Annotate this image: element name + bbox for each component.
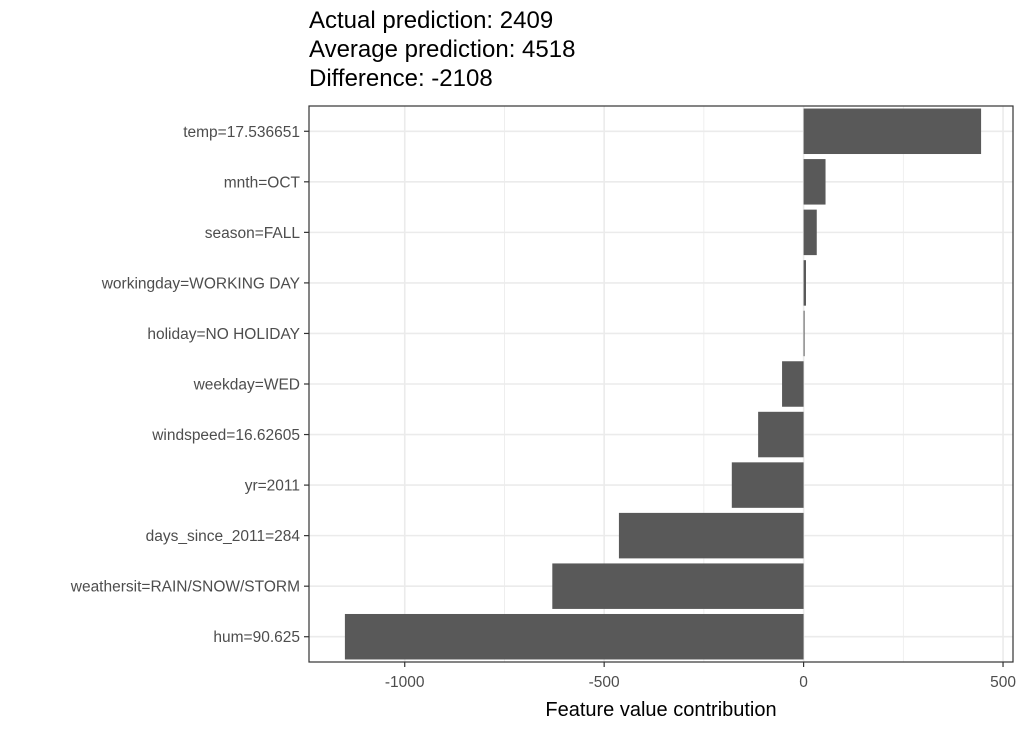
x-axis-title: Feature value contribution	[545, 699, 776, 721]
bar-5	[782, 361, 804, 407]
bar-10	[344, 613, 804, 660]
y-tick-label: workingday=WORKING DAY	[101, 275, 300, 292]
y-tick-label: hum=90.625	[213, 629, 300, 646]
x-tick-label: 0	[799, 674, 808, 691]
bar-1	[803, 159, 826, 205]
y-tick-label: weathersit=RAIN/SNOW/STORM	[70, 579, 300, 596]
chart-title: Actual prediction: 2409 Average predicti…	[309, 6, 575, 93]
y-tick-label: temp=17.536651	[183, 124, 300, 141]
bar-3	[803, 260, 806, 306]
x-tick-label: -500	[589, 674, 620, 691]
y-tick-label: season=FALL	[205, 225, 301, 242]
title-difference: Difference: -2108	[309, 65, 493, 92]
y-tick-label: days_since_2011=284	[146, 528, 301, 545]
x-tick-label: -1000	[385, 674, 425, 691]
bar-0	[803, 108, 982, 155]
bar-6	[758, 411, 804, 458]
bar-2	[803, 209, 817, 256]
bar-8	[618, 512, 804, 559]
title-average-prediction: Average prediction: 4518	[309, 36, 576, 63]
y-tick-label: yr=2011	[245, 478, 300, 495]
y-tick-label: holiday=NO HOLIDAY	[147, 326, 300, 343]
title-actual-prediction: Actual prediction: 2409	[309, 7, 554, 34]
y-tick-label: weekday=WED	[193, 377, 300, 394]
y-tick-label: mnth=OCT	[224, 174, 301, 191]
bar-4	[803, 310, 805, 357]
y-tick-label: windspeed=16.62605	[151, 427, 300, 444]
bar-9	[552, 563, 804, 609]
x-tick-label: 500	[990, 674, 1016, 691]
bar-7	[731, 462, 804, 508]
